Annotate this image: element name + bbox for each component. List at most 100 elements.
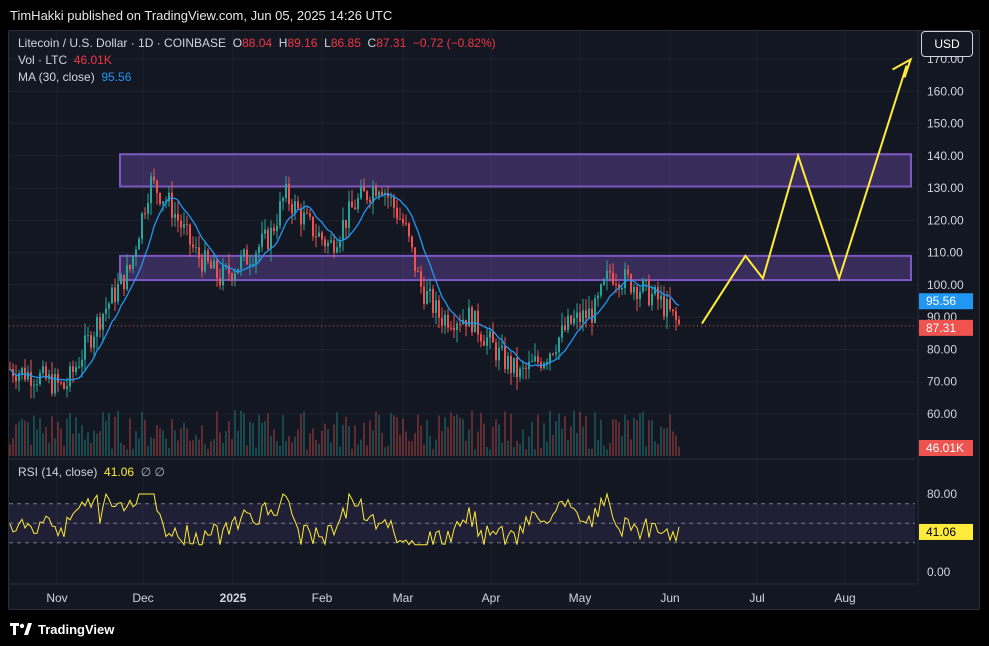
candle-body [93,336,95,348]
candle-body [192,244,194,248]
volume-bar [621,435,623,456]
candle-body [372,187,374,203]
candle-body [480,334,482,342]
volume-bar [54,438,56,456]
price-tick-label: 70.00 [927,375,957,389]
candle-body [432,289,434,313]
candle-body [324,239,326,247]
ma-legend[interactable]: MA (30, close) 95.56 [18,70,131,84]
resistance-zone [119,153,912,188]
volume-bar [465,440,467,456]
candle-body [57,373,59,383]
volume-bar [600,419,602,456]
volume-bars [9,410,680,456]
candle-body [564,325,566,331]
volume-bar [411,440,413,456]
candle-body [249,264,251,266]
candle-body [342,219,344,241]
volume-bar [210,441,212,456]
volume-bar [141,411,143,456]
currency-button[interactable]: USD [921,31,973,57]
rsi-legend[interactable]: RSI (14, close) 41.06 ∅ ∅ [18,465,165,479]
candle-body [105,308,107,314]
candle-body [237,268,239,274]
volume-bar [495,419,497,456]
volume-bar [546,441,548,456]
candle-body [27,371,29,380]
candle-body [207,250,209,262]
candle-body [471,307,473,333]
candle-body [582,310,584,323]
candle-body [69,366,71,387]
volume-bar [432,449,434,456]
volume-bar [462,419,464,456]
candle-body [516,357,518,378]
candle-body [171,192,173,218]
candle-body [393,197,395,208]
rsi-line [9,492,680,547]
candle-body [141,213,143,239]
candle-body [444,314,446,326]
candle-body [630,274,632,293]
volume-bar [135,431,137,456]
chart-frame[interactable] [8,30,980,610]
volume-bar [213,439,215,456]
candle-body [138,238,140,250]
volume-bar [444,417,446,456]
volume-bar [666,428,668,456]
volume-bar [447,427,449,456]
candle-body [102,313,104,330]
volume-bar [189,440,191,456]
volume-legend[interactable]: Vol · LTC 46.01K [18,53,112,67]
volume-bar [351,448,353,456]
publish-text: TimHakki published on TradingView.com, J… [10,8,393,23]
volume-bar [225,430,227,456]
volume-bar [111,448,113,456]
volume-bar [525,449,527,456]
volume-bar [84,439,86,456]
candle-body [357,198,359,210]
volume-bar [60,428,62,456]
candle-body [408,223,410,237]
volume-bar [183,422,185,456]
volume-bar [264,421,266,456]
volume-bar [486,447,488,456]
volume-bar [672,431,674,456]
volume-bar [564,416,566,456]
volume-bar [180,428,182,456]
volume-bar [612,419,614,456]
candle-body [114,287,116,302]
time-axis[interactable]: Nov Dec 2025 Feb Mar Apr May Jun Jul Aug [9,583,915,605]
candle-body [558,337,560,353]
candle-body [240,255,242,269]
volume-bar [405,431,407,456]
candle-body [210,261,212,269]
volume-bar [390,413,392,456]
candle-body [519,368,521,378]
volume-bar [489,449,491,456]
volume-bar [171,419,173,456]
volume-bar [582,426,584,456]
rsi-value: 41.06 [104,465,135,479]
volume-bar [387,445,389,456]
volume-bar [201,425,203,456]
candle-body [183,223,185,228]
candle-body [474,310,476,333]
volume-bar [675,435,677,456]
price-axis[interactable]: 170.00160.00150.00140.00130.00120.00110.… [917,31,973,584]
volume-bar [420,425,422,456]
ma-label: MA (30, close) [18,70,95,84]
volume-bar [72,433,74,456]
volume-bar [423,444,425,456]
candle-body [411,236,413,248]
candle-body [42,366,44,373]
volume-bar [96,433,98,456]
symbol-legend[interactable]: Litecoin / U.S. Dollar · 1D · COINBASE O… [18,36,496,50]
candle-body [513,357,515,374]
symbol-title[interactable]: Litecoin / U.S. Dollar · 1D · COINBASE [18,36,227,50]
volume-bar [438,415,440,456]
volume-bar [567,439,569,456]
candle-body [135,249,137,257]
volume-bar [309,433,311,456]
